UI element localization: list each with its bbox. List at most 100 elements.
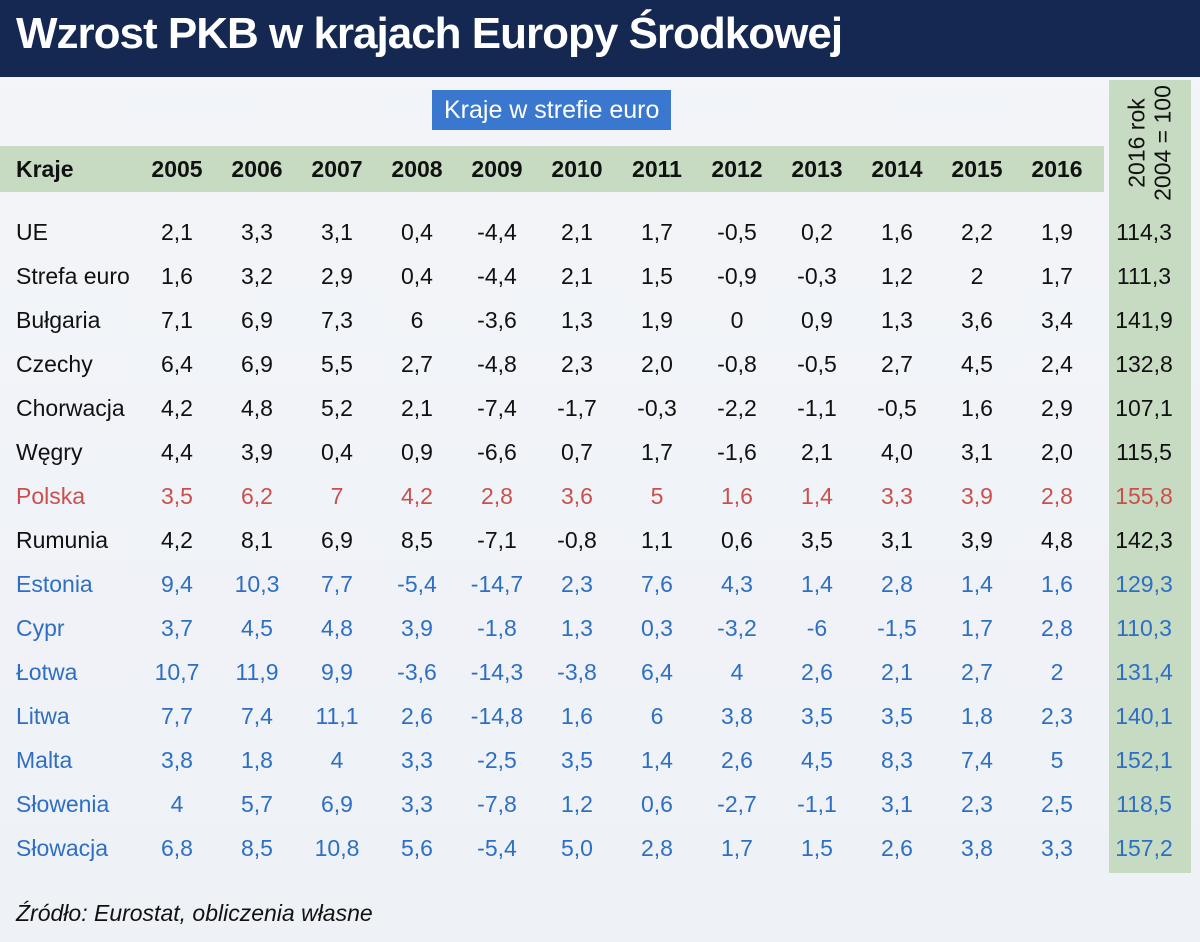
col-header-year: 2006 [231, 155, 283, 182]
gdp-growth-cell: 3,8 [721, 702, 753, 729]
gdp-growth-cell: -0,8 [557, 526, 597, 553]
gdp-growth-cell: 5,2 [321, 394, 353, 421]
gdp-growth-cell: 6,9 [241, 350, 273, 377]
gdp-growth-cell: 4,3 [721, 570, 753, 597]
gdp-growth-cell: 6,9 [321, 790, 353, 817]
gdp-growth-cell: -1,1 [797, 790, 837, 817]
gdp-growth-cell: -0,3 [637, 394, 677, 421]
table-row: Malta 3,8 1,8 4 3,3 -2,5 3,5 1,4 2,6 4,5 8,3 7,4 5 15… [0, 738, 1191, 782]
gdp-growth-cell: 1,6 [561, 702, 593, 729]
gdp-growth-cell: 3,9 [961, 482, 993, 509]
gdp-growth-cell: 0,7 [561, 438, 593, 465]
gdp-growth-cell: 3,6 [561, 482, 593, 509]
gdp-growth-cell: 1,4 [961, 570, 993, 597]
index-2016-cell: 107,1 [1115, 394, 1173, 421]
gdp-growth-cell: 3,3 [401, 790, 433, 817]
gdp-growth-cell: 0,3 [641, 614, 673, 641]
header-band [0, 146, 1104, 192]
header-row: Kraje 2005 2006 2007 2008 2009 2010 2011… [0, 146, 1191, 192]
gdp-growth-cell: 2,6 [401, 702, 433, 729]
country-name: Słowacja [16, 834, 109, 861]
source-note: Źródło: Eurostat, obliczenia własne [16, 900, 373, 926]
gdp-growth-cell: 7,1 [161, 306, 193, 333]
index-2016-cell: 129,3 [1115, 570, 1173, 597]
gdp-growth-cell: 2,8 [881, 570, 913, 597]
gdp-growth-cell: 3,9 [241, 438, 273, 465]
gdp-growth-cell: 1,6 [721, 482, 753, 509]
gdp-growth-cell: 0,9 [801, 306, 833, 333]
gdp-growth-cell: 5,5 [321, 350, 353, 377]
gdp-growth-cell: 3,7 [161, 614, 193, 641]
gdp-growth-cell: 2,8 [481, 482, 513, 509]
gdp-growth-cell: -0,5 [717, 218, 757, 245]
gdp-growth-cell: 1,6 [161, 262, 193, 289]
gdp-growth-cell: 3,5 [801, 702, 833, 729]
gdp-growth-cell: 1,4 [801, 570, 833, 597]
gdp-growth-cell: 6 [650, 702, 664, 729]
gdp-growth-cell: -0,3 [797, 262, 837, 289]
gdp-growth-cell: 8,5 [241, 834, 273, 861]
gdp-growth-cell: -3,8 [557, 658, 597, 685]
gdp-growth-cell: 10,8 [314, 834, 360, 861]
gdp-growth-cell: 6 [410, 306, 424, 333]
gdp-growth-cell: 2,9 [1041, 394, 1073, 421]
gdp-growth-cell: 1,4 [801, 482, 833, 509]
gdp-growth-cell: -4,4 [477, 218, 517, 245]
gdp-growth-cell: 1,7 [1041, 262, 1073, 289]
col-header-year: 2016 [1031, 155, 1083, 182]
gdp-growth-cell: 6,2 [241, 482, 273, 509]
gdp-growth-cell: 11,1 [315, 702, 359, 729]
gdp-growth-cell: 0,9 [401, 438, 433, 465]
col-header-year: 2005 [151, 155, 203, 182]
gdp-growth-cell: 4,2 [161, 394, 193, 421]
gdp-growth-cell: 1,3 [561, 306, 593, 333]
gdp-growth-cell: 0,4 [321, 438, 353, 465]
gdp-growth-cell: 4,5 [801, 746, 833, 773]
table-row: Słowacja 6,8 8,5 10,8 5,6 -5,4 5,0 2,8 1,7 1,5 2,6… [0, 826, 1191, 870]
gdp-growth-cell: 2,2 [961, 218, 993, 245]
country-name: Słowenia [16, 790, 110, 817]
gdp-growth-cell: 2,7 [961, 658, 993, 685]
gdp-growth-cell: 2 [1050, 658, 1064, 685]
gdp-growth-cell: 4 [730, 658, 744, 685]
index-2016-cell: 141,9 [1115, 306, 1173, 333]
gdp-growth-cell: 2,1 [881, 658, 913, 685]
gdp-growth-cell: 2,1 [561, 218, 593, 245]
gdp-growth-cell: 3,8 [961, 834, 993, 861]
gdp-growth-cell: 1,9 [641, 306, 673, 333]
country-name: Polska [16, 482, 86, 509]
col-header-year: 2012 [711, 155, 763, 182]
gdp-growth-cell: 8,5 [401, 526, 433, 553]
table-row: Węgry 4,4 3,9 0,4 0,9 -6,6 0,7 1,7 -1,6 2,1 4,0 3,1… [0, 430, 1191, 474]
gdp-growth-cell: 2,0 [1041, 438, 1073, 465]
col-header-year: 2011 [632, 155, 682, 182]
table-row: Litwa 7,7 7,4 11,1 2,6 -14,8 1,6 6 3,8 3,5 3,5 1,8 2… [0, 694, 1191, 738]
gdp-growth-cell: -0,5 [797, 350, 837, 377]
country-name: Estonia [16, 570, 93, 597]
gdp-growth-cell: 3,1 [881, 790, 913, 817]
index-2016-cell: 115,5 [1116, 438, 1172, 465]
gdp-growth-cell: 3,4 [1041, 306, 1073, 333]
gdp-growth-cell: 9,4 [161, 570, 193, 597]
gdp-growth-cell: 0,6 [721, 526, 753, 553]
gdp-growth-cell: 1,4 [641, 746, 673, 773]
gdp-growth-cell: -3,6 [477, 306, 517, 333]
gdp-table: Kraje 2005 2006 2007 2008 2009 2010 2011… [0, 146, 1191, 870]
country-name: Malta [16, 746, 73, 773]
index-2016-cell: 118,5 [1116, 790, 1172, 817]
gdp-growth-cell: 3,3 [881, 482, 913, 509]
gdp-growth-cell: -7,1 [477, 526, 517, 553]
country-name: Łotwa [16, 658, 78, 685]
gdp-growth-cell: 3,9 [961, 526, 993, 553]
gdp-growth-cell: 5,7 [241, 790, 273, 817]
gdp-growth-cell: 2,3 [561, 570, 593, 597]
gdp-growth-cell: 7,3 [321, 306, 353, 333]
gdp-growth-cell: 7 [330, 482, 344, 509]
gdp-growth-cell: 2,3 [961, 790, 993, 817]
gdp-growth-cell: 4,5 [241, 614, 273, 641]
index-2016-cell: 111,3 [1116, 262, 1172, 289]
gdp-growth-cell: 2,8 [1041, 614, 1073, 641]
gdp-growth-cell: 1,7 [721, 834, 753, 861]
gdp-growth-cell: 3,1 [321, 218, 353, 245]
gdp-growth-cell: 8,1 [241, 526, 273, 553]
